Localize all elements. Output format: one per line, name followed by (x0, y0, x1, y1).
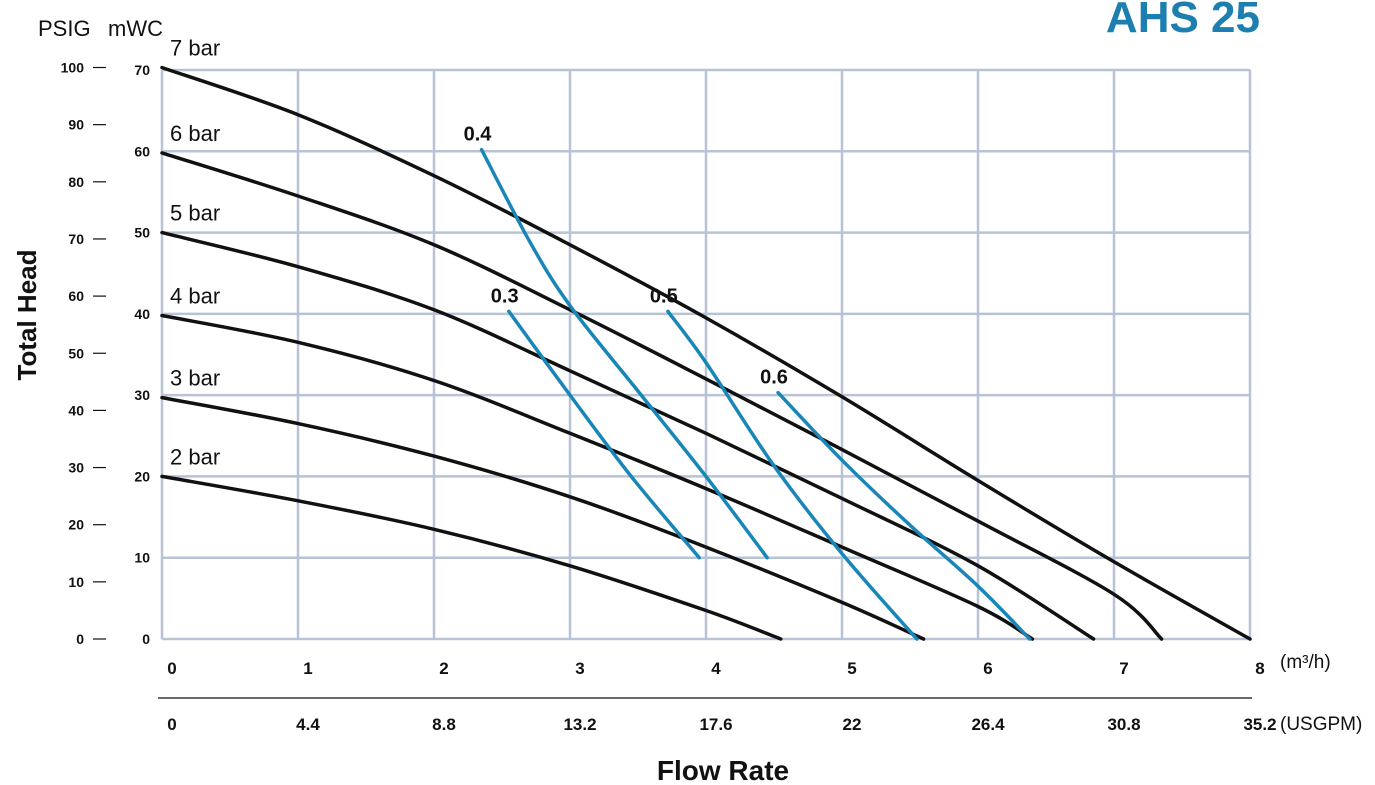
pressure-curve (160, 151, 1164, 641)
air-curve-label: 0.4 (464, 124, 493, 146)
y-axis-title: Total Head (12, 250, 42, 381)
y-tick-mwc: 20 (134, 468, 150, 484)
x-tick-m3h: 6 (983, 659, 992, 678)
y-tick-mwc: 40 (134, 306, 150, 322)
y-unit-mwc: mWC (108, 16, 163, 41)
psig-axis: 0 10 20 30 40 50 60 70 80 90 100 (61, 60, 106, 647)
air-consumption-curve (666, 309, 919, 641)
y-tick-mwc: 10 (134, 550, 150, 566)
y-tick-mwc: 50 (134, 225, 150, 241)
air-curve-label: 0.3 (491, 285, 519, 307)
y-tick-psig: 70 (68, 231, 84, 247)
x-tick-m3h: 2 (439, 659, 448, 678)
x-tick-usgpm: 35.2 (1243, 715, 1276, 734)
x-tick-usgpm: 22 (843, 715, 862, 734)
x-tick-usgpm: 0 (167, 715, 176, 734)
x-axis-usgpm: 0 4.4 8.8 13.2 17.6 22 26.4 30.8 35.2 (167, 715, 1276, 734)
pressure-curve-label: 3 bar (170, 366, 220, 391)
y-tick-psig: 100 (61, 60, 85, 76)
air-consumption-curve (776, 390, 1032, 641)
chart-title: AHS 25 (1106, 0, 1260, 42)
pressure-curve (160, 395, 926, 641)
air-curve-label: 0.5 (650, 285, 678, 307)
x-tick-m3h: 4 (711, 659, 721, 678)
y-tick-mwc: 70 (134, 62, 150, 78)
x-tick-m3h: 5 (847, 659, 856, 678)
y-tick-psig: 50 (68, 345, 84, 361)
pressure-curve (160, 474, 783, 641)
pressure-curve (160, 230, 1096, 641)
grid (160, 68, 1252, 641)
pressure-curve-label: 4 bar (170, 283, 220, 308)
air-consumption-curves: 0.3 0.4 0.5 0.6 (464, 124, 1032, 641)
x-tick-usgpm: 26.4 (971, 715, 1005, 734)
x-axis-m3h: 0 1 2 3 4 5 6 7 8 (167, 659, 1264, 678)
y-tick-psig: 40 (68, 402, 84, 418)
x-tick-usgpm: 30.8 (1107, 715, 1140, 734)
pressure-curve-label: 6 bar (170, 121, 220, 146)
y-tick-mwc: 0 (142, 631, 150, 647)
y-tick-psig: 90 (68, 117, 84, 133)
pressure-curve-label: 2 bar (170, 444, 220, 469)
x-unit-m3h: (m³/h) (1280, 652, 1331, 673)
y-tick-psig: 0 (76, 631, 84, 647)
x-tick-m3h: 3 (575, 659, 584, 678)
pressure-curve-label: 5 bar (170, 201, 220, 226)
pressure-curve (160, 65, 1252, 641)
y-tick-mwc: 30 (134, 387, 150, 403)
y-tick-psig: 60 (68, 288, 84, 304)
x-tick-m3h: 0 (167, 659, 176, 678)
air-curve-label: 0.6 (760, 367, 788, 389)
x-tick-usgpm: 13.2 (563, 715, 596, 734)
x-tick-m3h: 7 (1119, 659, 1128, 678)
y-tick-psig: 20 (68, 517, 84, 533)
x-unit-usgpm: (USGPM) (1280, 714, 1362, 735)
x-tick-usgpm: 4.4 (296, 715, 320, 734)
x-tick-usgpm: 8.8 (432, 715, 456, 734)
pressure-curves: 7 bar 6 bar 5 bar 4 bar 3 bar 2 bar (160, 36, 1252, 641)
pressure-curve (160, 313, 1035, 641)
air-consumption-curve (479, 147, 769, 560)
x-tick-m3h: 1 (303, 659, 312, 678)
y-tick-psig: 10 (68, 574, 84, 590)
y-tick-psig: 30 (68, 460, 84, 476)
y-tick-mwc: 60 (134, 143, 150, 159)
y-unit-psig: PSIG (38, 16, 91, 41)
x-tick-usgpm: 17.6 (699, 715, 732, 734)
y-tick-psig: 80 (68, 174, 84, 190)
x-tick-m3h: 8 (1255, 659, 1264, 678)
air-consumption-curve (507, 309, 701, 560)
x-axis-title: Flow Rate (657, 755, 789, 785)
pressure-curve-label: 7 bar (170, 36, 220, 61)
mwc-axis: 0 10 20 30 40 50 60 70 (134, 62, 150, 647)
